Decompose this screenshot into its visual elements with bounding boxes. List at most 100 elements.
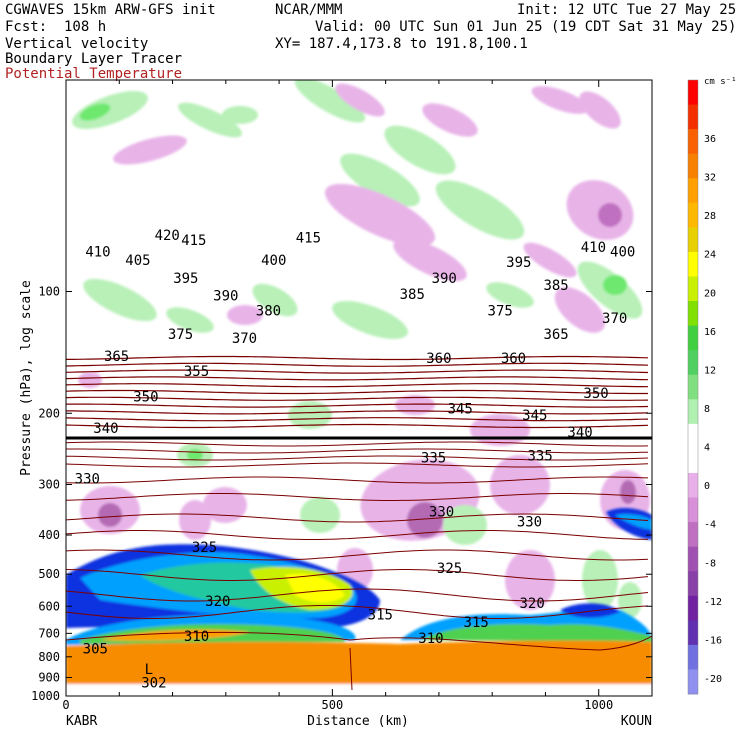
below-ground — [66, 684, 652, 696]
velocity-cell — [166, 307, 214, 333]
theta-label: 380 — [256, 303, 281, 319]
y-tick-label: 500 — [38, 567, 60, 581]
colorbar-label: -12 — [704, 597, 722, 608]
theta-contour — [66, 530, 649, 540]
valid-time: Valid: 00 UTC Sun 01 Jun 25 (19 CDT Sat … — [315, 19, 737, 35]
theta-label: 340 — [567, 425, 592, 441]
y-tick-label: 1000 — [31, 689, 60, 703]
theta-label: 385 — [543, 278, 568, 294]
theta-label: 410 — [581, 240, 606, 256]
velocity-cell — [618, 582, 642, 618]
tracer-plume — [560, 603, 620, 618]
colorbar-swatch — [688, 202, 698, 228]
colorbar-swatch — [688, 399, 698, 425]
colorbar-label: -8 — [704, 558, 716, 569]
theta-label: 350 — [133, 390, 158, 406]
colorbar-swatch — [688, 423, 698, 449]
theta-label: 390 — [213, 289, 238, 305]
velocity-cell — [83, 278, 157, 322]
velocity-cell — [288, 401, 332, 429]
theta-contour — [66, 362, 649, 367]
velocity-cell — [620, 480, 636, 504]
theta-contour — [66, 493, 649, 501]
low-marker: L — [145, 662, 153, 678]
theta-label: 305 — [83, 642, 108, 658]
theta-label: 405 — [125, 253, 150, 269]
velocity-cell — [113, 135, 187, 165]
field-potential-temperature: Potential Temperature — [5, 66, 183, 82]
velocity-cell — [78, 372, 102, 388]
colorbar-swatch — [688, 227, 698, 253]
theta-label: 330 — [429, 505, 454, 521]
theta-label: 345 — [522, 408, 547, 424]
colorbar-swatch — [688, 80, 698, 106]
velocity-cell — [531, 86, 589, 114]
theta-contour — [66, 355, 649, 361]
theta-label: 395 — [506, 255, 531, 271]
theta-label: 315 — [464, 615, 489, 631]
forecast-hour: Fcst: 108 h — [5, 19, 107, 35]
theta-label: 320 — [519, 596, 544, 612]
colorbar-label: 36 — [704, 134, 716, 145]
theta-contour — [66, 549, 649, 561]
theta-contour — [66, 448, 649, 454]
velocity-cell — [294, 80, 366, 123]
colorbar-swatch — [688, 669, 698, 695]
velocity-cell — [393, 238, 467, 282]
theta-contour — [66, 569, 649, 581]
colorbar-label: -16 — [704, 635, 722, 646]
theta-contour — [66, 513, 649, 523]
y-tick-label: 800 — [38, 650, 60, 664]
theta-contour — [66, 476, 649, 484]
theta-contour — [66, 423, 649, 429]
theta-label: 375 — [168, 327, 193, 343]
velocity-cell — [72, 91, 148, 129]
velocity-cell — [407, 502, 443, 538]
theta-label: 330 — [75, 472, 100, 488]
colorbar-label: 16 — [704, 327, 716, 338]
colorbar-label: 24 — [704, 250, 716, 261]
colorbar-label: 4 — [704, 443, 710, 454]
theta-contour — [66, 369, 649, 374]
colorbar-label: -20 — [704, 674, 722, 685]
velocity-cell — [435, 180, 525, 240]
colorbar-swatch — [688, 644, 698, 670]
velocity-cell — [203, 487, 247, 523]
theta-label: 335 — [527, 449, 552, 465]
velocity-cell — [179, 500, 211, 540]
y-tick-label: 300 — [38, 477, 60, 491]
model-title: CGWAVES 15km ARW-GFS init — [5, 2, 216, 18]
x-tick-label: 500 — [322, 698, 344, 712]
theta-label: 370 — [232, 331, 257, 347]
colorbar-label: 28 — [704, 211, 716, 222]
colorbar-swatch — [688, 251, 698, 277]
colorbar-swatch — [688, 153, 698, 179]
velocity-cell — [598, 203, 622, 227]
theta-contour — [66, 631, 652, 651]
y-tick-label: 600 — [38, 599, 60, 613]
theta-contour — [66, 588, 649, 602]
velocity-cell — [505, 550, 555, 610]
theta-contour — [66, 462, 649, 468]
colorbar-swatch — [688, 325, 698, 351]
colorbar-swatch — [688, 497, 698, 523]
theta-label: 310 — [418, 631, 443, 647]
x-tick-label: 0 — [62, 698, 69, 712]
tracer-plume — [420, 623, 652, 642]
colorbar-swatch — [688, 546, 698, 572]
velocity-cell — [603, 275, 627, 295]
plot-frame — [65, 79, 653, 697]
velocity-cell — [177, 102, 243, 138]
init-time: Init: 12 UTC Tue 27 May 25 — [517, 2, 737, 18]
low-value-label: 302 — [141, 676, 166, 692]
velocity-cell — [324, 183, 436, 247]
velocity-cell — [187, 449, 203, 461]
colorbar-swatch — [688, 104, 698, 130]
theta-contour — [66, 605, 649, 619]
theta-label: 400 — [261, 253, 286, 269]
velocity-cell — [252, 283, 298, 317]
colorbar-units: cm s⁻¹ — [704, 77, 737, 87]
theta-label: 315 — [368, 607, 393, 623]
